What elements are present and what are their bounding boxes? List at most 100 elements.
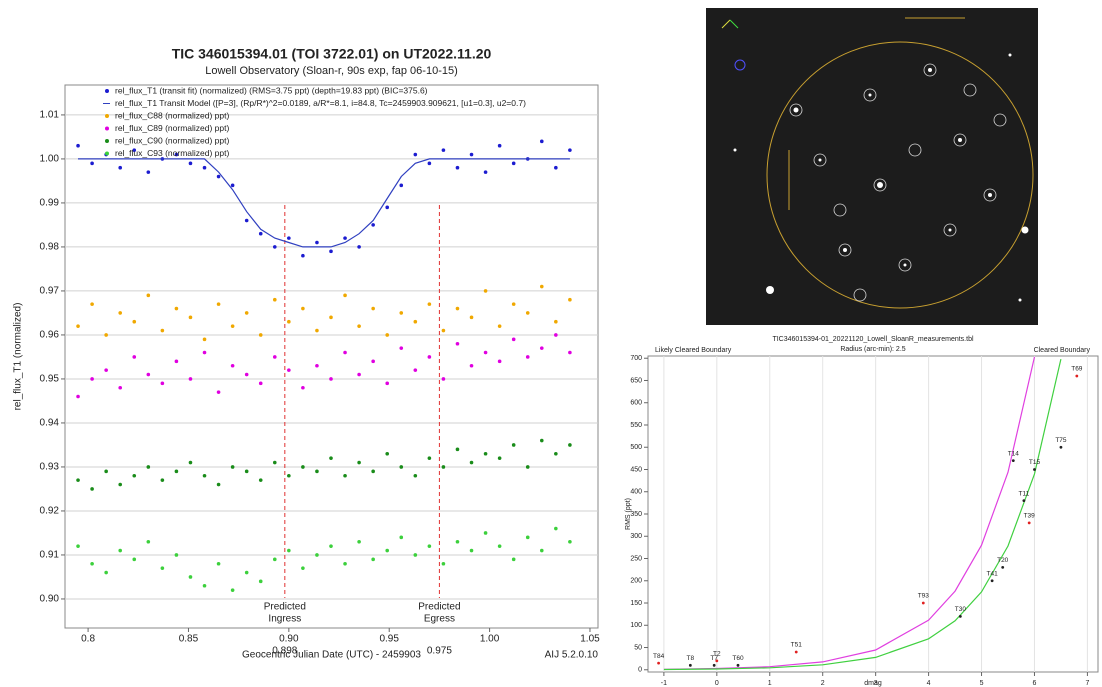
point [922,602,925,605]
star-image [706,8,1038,325]
y-tick-label: 650 [630,377,642,384]
chart-subtitle: Lowell Observatory (Sloan-r, 90s exp, fa… [205,65,458,77]
point [385,206,389,210]
point [132,474,136,478]
y-tick-label: 300 [630,533,642,540]
point [498,456,502,460]
x-tick-label: 2 [821,680,825,687]
point [371,470,375,474]
point [329,250,333,254]
legend-label: rel_flux_C88 (normalized) ppt) [115,110,229,120]
point [301,254,305,258]
point [1022,499,1025,502]
star-field [706,8,1038,325]
chart: TIC 346015394.01 (TOI 3722.01) on UT2022… [13,46,600,661]
point [512,302,516,306]
point [554,452,558,456]
point [371,360,375,364]
point [76,324,80,328]
point [118,311,122,315]
point [301,566,305,570]
point [470,153,474,157]
point [1012,459,1015,462]
point [175,470,179,474]
chart-title: TIC346015394-01_20221120_Lowell_SloanR_m… [772,336,974,343]
point [329,456,333,460]
point [231,588,235,592]
point [217,390,221,394]
legend-swatch [105,127,109,131]
marker-label: Ingress [268,614,301,625]
point [217,175,221,179]
y-tick-label: 550 [630,422,642,429]
point [259,382,263,386]
x-tick-label: 6 [1033,680,1037,687]
chart-subtitle: Radius (arc-min): 2.5 [840,346,905,353]
point [456,448,460,452]
point [273,461,277,465]
point [554,333,558,337]
point [231,184,235,188]
point [90,487,94,491]
point [385,333,389,337]
point [357,461,361,465]
point [498,544,502,548]
point [715,659,718,662]
point [1060,446,1063,449]
point [357,324,361,328]
point [428,162,432,166]
legend-swatch [105,152,109,156]
point [385,452,389,456]
point [737,664,740,667]
point [540,439,544,443]
screen: TIC 346015394.01 (TOI 3722.01) on UT2022… [0,0,1102,687]
point [343,474,347,478]
point [456,307,460,311]
x-tick-label: -1 [661,680,667,687]
x-tick-label: 0 [715,680,719,687]
point [203,166,207,170]
point [554,166,558,170]
point [568,540,572,544]
point [175,360,179,364]
point [399,184,403,188]
point [90,162,94,166]
point [189,377,193,381]
y-tick-label: 250 [630,555,642,562]
point [399,311,403,315]
point [273,298,277,302]
point [245,311,249,315]
point [329,544,333,548]
point [161,478,165,482]
point-label: T2 [713,651,721,658]
point [132,355,136,359]
point [795,651,798,654]
point [90,562,94,566]
point [315,241,319,245]
point [526,355,530,359]
y-tick-label: 50 [634,644,642,651]
point [147,294,151,298]
point [484,170,488,174]
point-label: T14 [1008,450,1020,457]
y-tick-label: 700 [630,355,642,362]
point-label: T51 [791,642,803,649]
point [568,298,572,302]
legend-label: rel_flux_T1 Transit Model ([P=3], (Rp/R*… [115,98,526,108]
point [203,584,207,588]
point [301,386,305,390]
legend-label: Likely Cleared Boundary [655,347,732,354]
point [442,329,446,333]
point [428,544,432,548]
point [301,465,305,469]
point [991,579,994,582]
point [147,540,151,544]
point [203,338,207,342]
point [442,377,446,381]
marker-value: 0.898 [272,646,297,657]
y-tick-label: 0.91 [40,550,60,561]
point [540,285,544,289]
point [189,461,193,465]
point [147,170,151,174]
point [273,245,277,249]
